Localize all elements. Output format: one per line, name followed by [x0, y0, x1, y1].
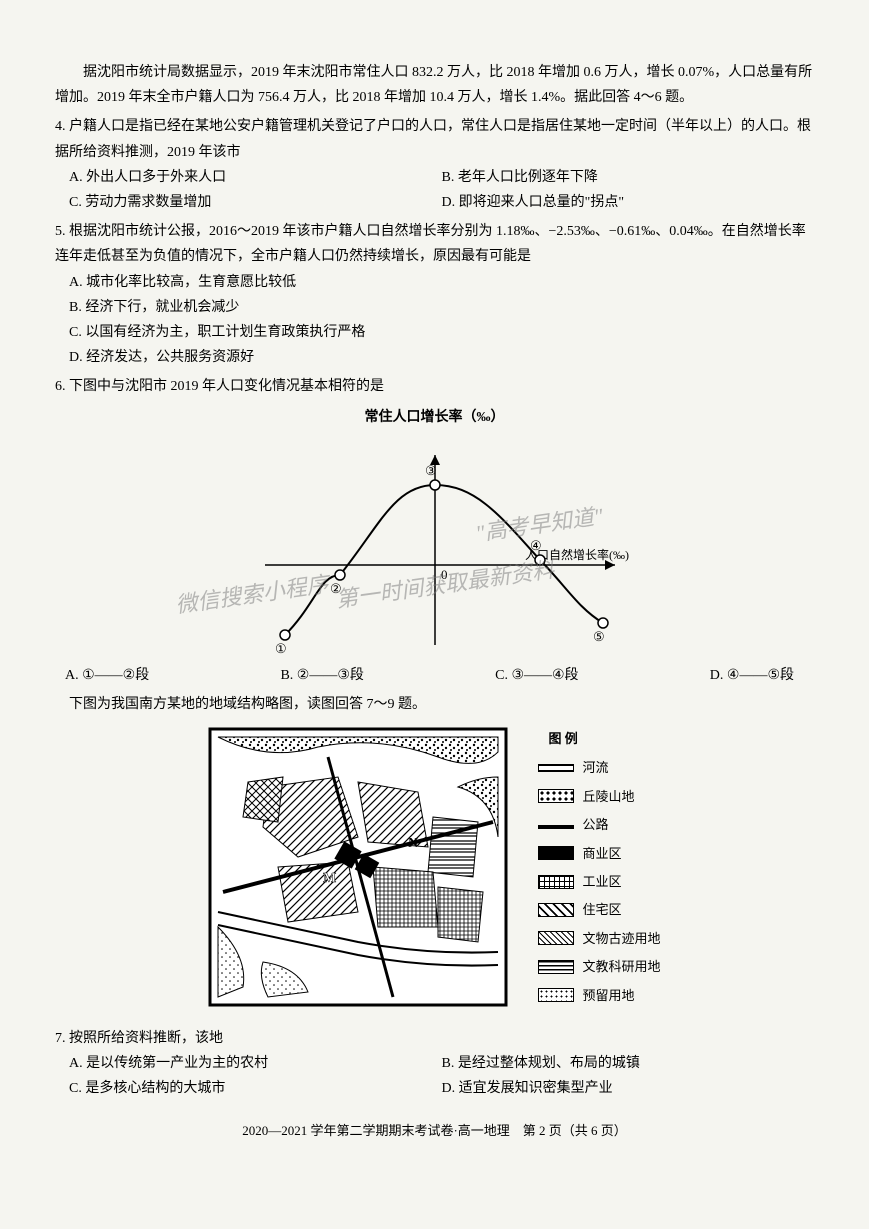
svg-text:⑤: ⑤: [593, 629, 605, 644]
svg-text:②: ②: [330, 581, 342, 596]
q6-opt-b: B. ②——③段: [280, 663, 363, 688]
legend-swatch-hstripe: [538, 960, 574, 974]
svg-text:N: N: [408, 836, 418, 851]
land-use-map: MN: [208, 727, 508, 1007]
population-curve-chart: 0人口自然增长率(‰)①②③④⑤: [225, 435, 645, 655]
page-footer: 2020—2021 学年第二学期期末考试卷·高一地理 第 2 页（共 6 页）: [55, 1119, 814, 1142]
legend-item-hstripe: 文教科研用地: [538, 955, 660, 978]
q6-opt-a: A. ①——②段: [65, 663, 149, 688]
legend-item-dots: 预留用地: [538, 984, 660, 1007]
q5-opt-d: D. 经济发达，公共服务资源好: [69, 345, 814, 370]
q7-opt-b: B. 是经过整体规划、布局的城镇: [442, 1051, 815, 1076]
legend-label: 文教科研用地: [582, 955, 660, 978]
legend-swatch-road: [538, 825, 574, 829]
svg-text:①: ①: [275, 641, 287, 655]
legend-item-road: 公路: [538, 813, 660, 836]
q4-opt-b: B. 老年人口比例逐年下降: [442, 165, 815, 190]
legend-item-solid: 商业区: [538, 842, 660, 865]
q4-opt-c: C. 劳动力需求数量增加: [69, 190, 442, 215]
legend-label: 商业区: [582, 842, 621, 865]
legend-label: 丘陵山地: [582, 785, 634, 808]
legend-item-diag: 住宅区: [538, 898, 660, 921]
legend-label: 住宅区: [582, 898, 621, 921]
svg-text:M: M: [323, 871, 336, 886]
legend-item-hills: 丘陵山地: [538, 785, 660, 808]
q7-stem: 7. 按照所给资料推断，该地: [55, 1026, 814, 1051]
q6-chart-wrap: 0人口自然增长率(‰)①②③④⑤ 微信搜索小程序 "高考早知道" 第一时间获取最…: [55, 435, 814, 655]
q4-opt-a: A. 外出人口多于外来人口: [69, 165, 442, 190]
legend-swatch-diag2: [538, 931, 574, 945]
q4-options: A. 外出人口多于外来人口 B. 老年人口比例逐年下降 C. 劳动力需求数量增加…: [69, 165, 814, 215]
sub-intro: 下图为我国南方某地的地域结构略图，读图回答 7～9 题。: [69, 692, 814, 717]
svg-text:③: ③: [425, 463, 437, 478]
q4-stem: 4. 户籍人口是指已经在某地公安户籍管理机关登记了户口的人口，常住人口是指居住某…: [55, 114, 814, 164]
legend-swatch-solid: [538, 846, 574, 860]
q4-opt-d: D. 即将迎来人口总量的"拐点": [442, 190, 815, 215]
legend-item-river: 河流: [538, 756, 660, 779]
legend-item-grid: 工业区: [538, 870, 660, 893]
q6-opt-d: D. ④——⑤段: [710, 663, 794, 688]
legend-swatch-diag: [538, 903, 574, 917]
q5-options: A. 城市化率比较高，生育意愿比较低 B. 经济下行，就业机会减少 C. 以国有…: [69, 270, 814, 371]
legend-label: 公路: [582, 813, 608, 836]
q7-opt-c: C. 是多核心结构的大城市: [69, 1076, 442, 1101]
q6-chart-title: 常住人口增长率（‰）: [55, 405, 814, 430]
q7-opt-a: A. 是以传统第一产业为主的农村: [69, 1051, 442, 1076]
q6-opt-c: C. ③——④段: [495, 663, 578, 688]
q5-opt-c: C. 以国有经济为主，职工计划生育政策执行严格: [69, 320, 814, 345]
legend-swatch-dots: [538, 988, 574, 1002]
q6-stem: 6. 下图中与沈阳市 2019 年人口变化情况基本相符的是: [55, 374, 814, 399]
q5-stem: 5. 根据沈阳市统计公报，2016～2019 年该市户籍人口自然增长率分别为 1…: [55, 219, 814, 269]
legend-label: 工业区: [582, 870, 621, 893]
legend-label: 预留用地: [582, 984, 634, 1007]
map-legend-row: MN 图 例 河流丘陵山地公路商业区工业区住宅区文物古迹用地文教科研用地预留用地: [55, 727, 814, 1012]
legend-swatch-grid: [538, 875, 574, 889]
legend-item-diag2: 文物古迹用地: [538, 927, 660, 950]
q5-opt-b: B. 经济下行，就业机会减少: [69, 295, 814, 320]
q6-options: A. ①——②段 B. ②——③段 C. ③——④段 D. ④——⑤段: [55, 663, 814, 688]
q7-options: A. 是以传统第一产业为主的农村 B. 是经过整体规划、布局的城镇 C. 是多核…: [69, 1051, 814, 1101]
legend-label: 河流: [582, 756, 608, 779]
svg-text:④: ④: [530, 538, 542, 553]
legend-swatch-river: [538, 764, 574, 772]
legend-title: 图 例: [548, 727, 660, 750]
legend-swatch-hills: [538, 789, 574, 803]
q7-opt-d: D. 适宜发展知识密集型产业: [442, 1076, 815, 1101]
q5-opt-a: A. 城市化率比较高，生育意愿比较低: [69, 270, 814, 295]
map-legend: 图 例 河流丘陵山地公路商业区工业区住宅区文物古迹用地文教科研用地预留用地: [538, 727, 660, 1012]
intro-paragraph: 据沈阳市统计局数据显示，2019 年末沈阳市常住人口 832.2 万人，比 20…: [55, 60, 814, 110]
legend-label: 文物古迹用地: [582, 927, 660, 950]
svg-text:0: 0: [441, 567, 448, 582]
